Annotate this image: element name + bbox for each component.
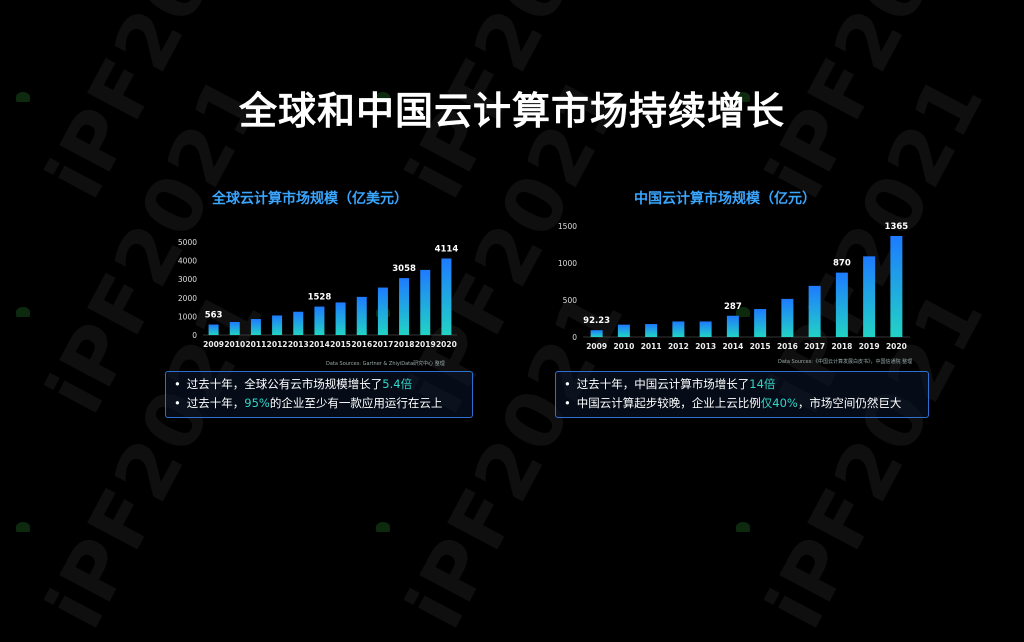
bar <box>377 287 388 335</box>
chart-source-china: Data Sources:《中国云计算发展白皮书》，中国信通院 整理 <box>778 359 913 365</box>
x-tick-label: 2011 <box>245 340 266 349</box>
bar <box>250 319 261 335</box>
data-label: 287 <box>724 302 742 312</box>
y-tick-label: 1500 <box>558 222 577 231</box>
x-tick-label: 2018 <box>831 342 852 351</box>
bar <box>272 315 283 335</box>
x-tick-label: 2011 <box>641 342 662 351</box>
bar <box>808 285 821 337</box>
chart-china: 0 500 1000 1500 2009 92.23 2010 2011 2012 2013 201… <box>558 222 910 351</box>
bar <box>863 256 876 337</box>
data-label: 563 <box>205 311 223 321</box>
y-tick-label: 0 <box>572 333 577 342</box>
bar <box>356 296 367 335</box>
chart-global: 0 1000 2000 3000 4000 5000 2009 563 2010 2011 2012… <box>178 238 459 349</box>
y-tick-label: 1000 <box>178 312 197 321</box>
x-tick-label: 2009 <box>586 342 607 351</box>
bullet-item: • 过去十年，中国云计算市场增长了14倍 <box>564 377 776 391</box>
y-tick-label: 5000 <box>178 238 197 247</box>
data-label: 4114 <box>435 244 459 254</box>
bar <box>726 315 739 337</box>
x-tick-label: 2013 <box>695 342 716 351</box>
bar <box>399 278 410 335</box>
bar <box>229 321 240 335</box>
x-tick-label: 2013 <box>288 340 309 349</box>
y-tick-label: 0 <box>192 331 197 340</box>
data-label: 3058 <box>392 264 416 274</box>
x-tick-label: 2016 <box>777 342 798 351</box>
bar <box>781 298 794 337</box>
bar <box>890 235 903 337</box>
x-tick-label: 2009 <box>203 340 224 349</box>
bar <box>441 258 452 335</box>
y-tick-label: 4000 <box>178 257 197 266</box>
x-tick-label: 2015 <box>330 340 351 349</box>
watermark-leaf-icon <box>16 522 30 532</box>
x-tick-label: 2010 <box>224 340 245 349</box>
bar <box>754 309 767 337</box>
bar <box>672 321 685 337</box>
bar <box>835 272 848 337</box>
chart-source-global: Data Sources: Gartner & ZhiyiData研究中心 整理 <box>326 361 445 367</box>
x-tick-label: 2020 <box>436 340 457 349</box>
x-tick-label: 2012 <box>668 342 689 351</box>
bullet-item: • 过去十年，95%的企业至少有一款应用运行在云上 <box>174 396 443 410</box>
bar <box>420 269 431 335</box>
y-tick-label: 3000 <box>178 275 197 284</box>
chart-title-china: 中国云计算市场规模（亿元） <box>634 191 816 207</box>
x-tick-label: 2017 <box>804 342 825 351</box>
bar <box>590 330 603 337</box>
chart-title-global: 全球云计算市场规模（亿美元） <box>212 191 408 207</box>
x-tick-label: 2019 <box>415 340 436 349</box>
bar <box>314 306 325 335</box>
data-label: 1365 <box>885 222 909 232</box>
x-tick-label: 2018 <box>394 340 415 349</box>
x-tick-label: 2014 <box>309 340 330 349</box>
bar <box>617 324 630 337</box>
watermark-leaf-icon <box>16 307 30 317</box>
bullet-item: • 中国云计算起步较晚，企业上云比例仅40%，市场空间仍然巨大 <box>564 396 902 410</box>
x-tick-label: 2017 <box>372 340 393 349</box>
x-tick-label: 2016 <box>351 340 372 349</box>
bar <box>699 321 712 337</box>
y-tick-label: 500 <box>563 296 578 305</box>
bar <box>335 302 346 335</box>
y-tick-label: 1000 <box>558 259 577 268</box>
data-label: 870 <box>833 259 851 269</box>
bar <box>208 324 219 335</box>
data-label: 1528 <box>308 293 332 303</box>
y-tick-label: 2000 <box>178 294 197 303</box>
bar <box>293 311 304 335</box>
data-label: 92.23 <box>583 316 610 326</box>
x-tick-label: 2020 <box>886 342 907 351</box>
bullet-box-china: • 过去十年，中国云计算市场增长了14倍 • 中国云计算起步较晚，企业上云比例仅40… <box>555 371 929 418</box>
bullet-item: • 过去十年，全球公有云市场规模增长了5.4倍 <box>174 377 413 391</box>
x-tick-label: 2012 <box>267 340 288 349</box>
x-tick-label: 2010 <box>613 342 634 351</box>
bullet-box-global: • 过去十年，全球公有云市场规模增长了5.4倍 • 过去十年，95%的企业至少有一款… <box>165 371 473 418</box>
watermark-leaf-icon <box>736 522 750 532</box>
bar <box>645 324 658 337</box>
page-title: 全球和中国云计算市场持续增长 <box>238 89 785 133</box>
x-tick-label: 2014 <box>722 342 743 351</box>
x-tick-label: 2015 <box>750 342 771 351</box>
watermark-leaf-icon <box>376 522 390 532</box>
x-tick-label: 2019 <box>859 342 880 351</box>
